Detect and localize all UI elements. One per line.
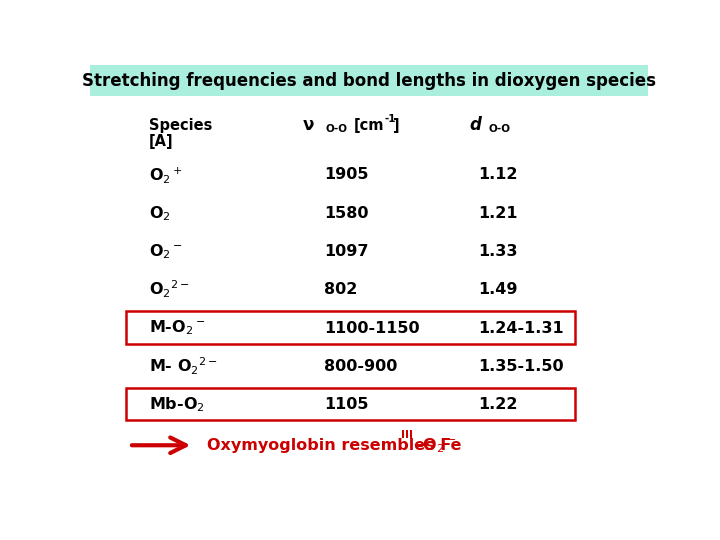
Text: d: d (469, 116, 481, 134)
Text: 1.33: 1.33 (478, 244, 517, 259)
Text: -O$_2$$^-$: -O$_2$$^-$ (416, 436, 457, 455)
Text: Oxymyoglobin resembles Fe: Oxymyoglobin resembles Fe (207, 438, 462, 453)
Text: M- O$_2$$^{2-}$: M- O$_2$$^{2-}$ (148, 355, 217, 377)
Text: 1905: 1905 (324, 167, 369, 183)
Text: O$_2$: O$_2$ (148, 204, 171, 222)
Text: 1100-1150: 1100-1150 (324, 321, 420, 335)
Text: 1.21: 1.21 (478, 206, 517, 221)
Text: Stretching frequencies and bond lengths in dioxygen species: Stretching frequencies and bond lengths … (82, 72, 656, 90)
FancyBboxPatch shape (90, 65, 648, 96)
Text: M-O$_2$$^-$: M-O$_2$$^-$ (148, 319, 205, 338)
Text: O$_2$$^+$: O$_2$$^+$ (148, 165, 182, 185)
Text: 800-900: 800-900 (324, 359, 397, 374)
Text: 1.22: 1.22 (478, 397, 517, 412)
Text: 1.49: 1.49 (478, 282, 517, 297)
Text: 1580: 1580 (324, 206, 369, 221)
Text: ]: ] (393, 118, 400, 133)
Text: $\mathbf{\nu}$: $\mathbf{\nu}$ (302, 116, 315, 134)
Text: O$_2$$^{2-}$: O$_2$$^{2-}$ (148, 279, 189, 300)
Text: 1.35-1.50: 1.35-1.50 (478, 359, 564, 374)
Text: Species: Species (148, 118, 212, 133)
Text: 1097: 1097 (324, 244, 369, 259)
Text: O$_2$$^-$: O$_2$$^-$ (148, 242, 182, 261)
Text: 1.12: 1.12 (478, 167, 517, 183)
Text: 802: 802 (324, 282, 358, 297)
Text: [A]: [A] (148, 134, 174, 149)
Text: 1105: 1105 (324, 397, 369, 412)
Text: O-O: O-O (489, 124, 511, 134)
Text: [cm: [cm (354, 118, 384, 133)
Text: 1.24-1.31: 1.24-1.31 (478, 321, 564, 335)
Text: III: III (401, 430, 413, 440)
Text: O-O: O-O (325, 124, 348, 134)
Text: -1: -1 (384, 114, 396, 124)
Text: Mb-O$_2$: Mb-O$_2$ (148, 395, 204, 414)
